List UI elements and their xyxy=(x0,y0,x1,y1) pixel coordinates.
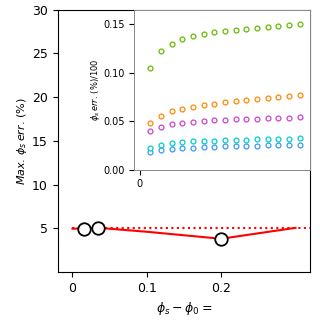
Y-axis label: $\phi_s\, err.\, (\%)/100$: $\phi_s\, err.\, (\%)/100$ xyxy=(89,58,102,121)
X-axis label: $\phi_s - \phi_0 =$: $\phi_s - \phi_0 =$ xyxy=(156,300,212,317)
Y-axis label: $Max.\, \phi_s\, err.\, (\%)$: $Max.\, \phi_s\, err.\, (\%)$ xyxy=(15,97,29,185)
